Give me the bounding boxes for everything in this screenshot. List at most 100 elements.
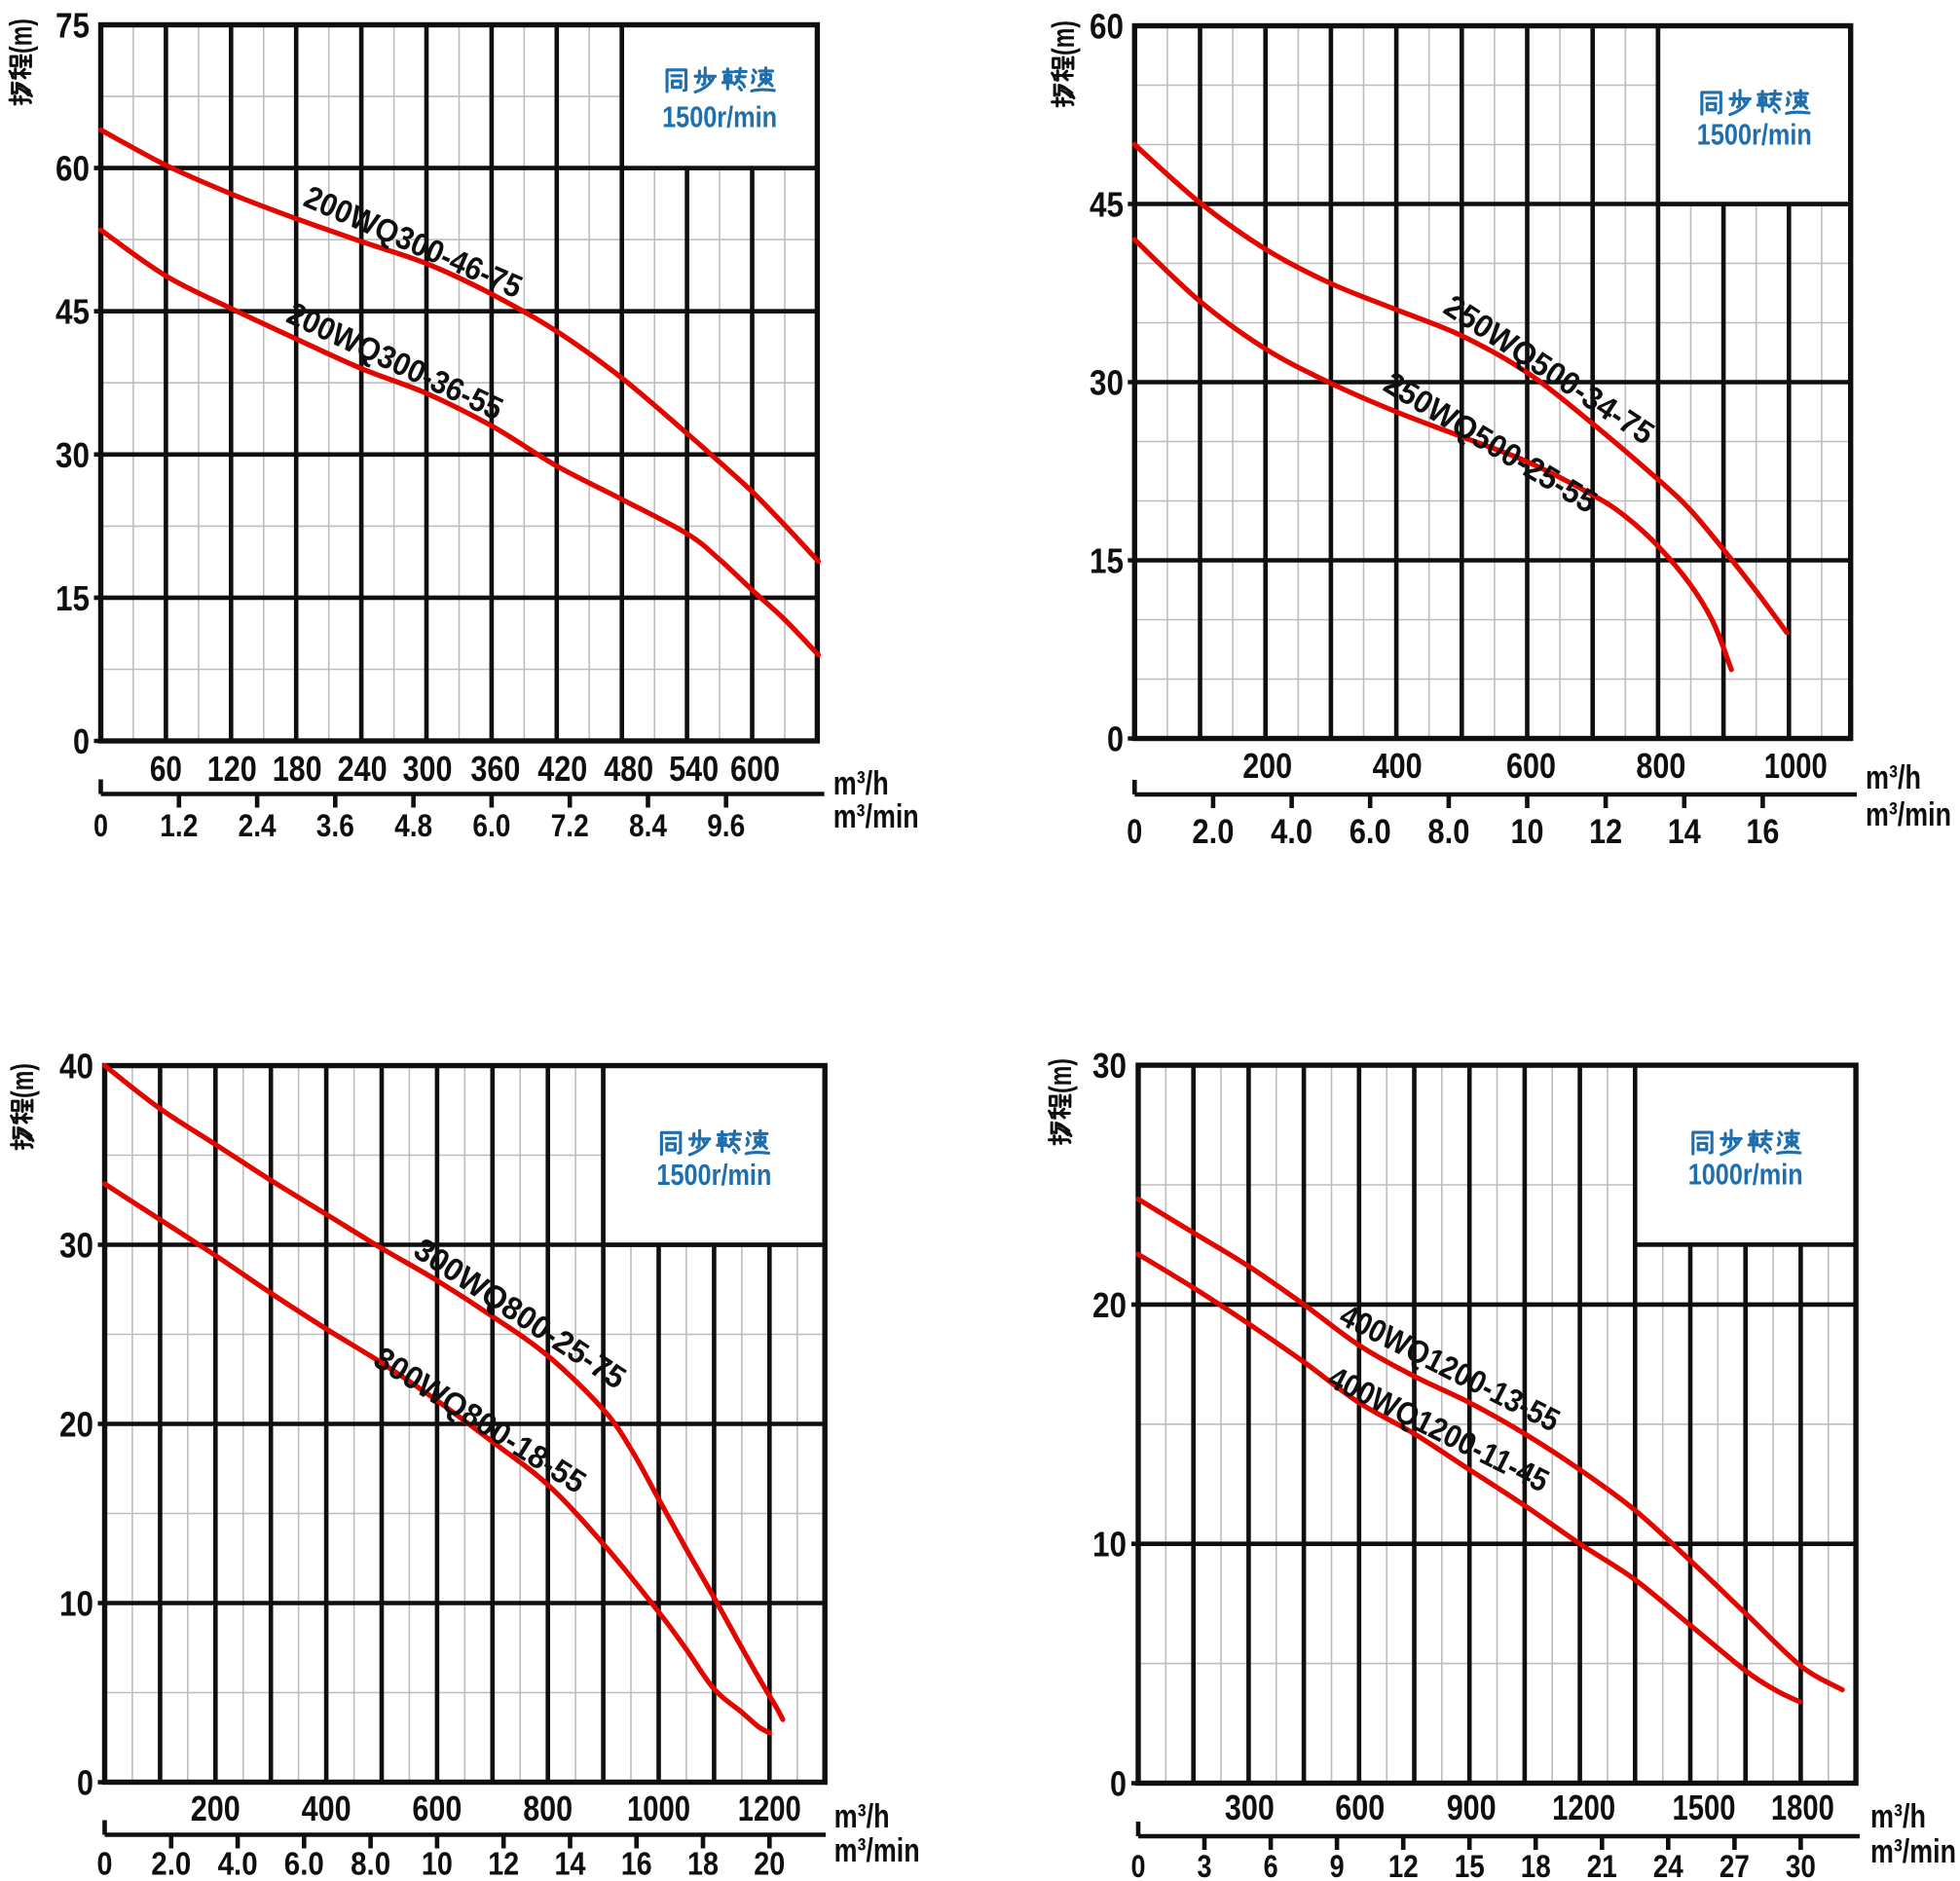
svg-text:20: 20 bbox=[1092, 1285, 1127, 1325]
svg-text:20: 20 bbox=[754, 1846, 785, 1881]
svg-text:30: 30 bbox=[59, 1226, 93, 1266]
svg-text:8.4: 8.4 bbox=[629, 808, 667, 843]
svg-text:6.0: 6.0 bbox=[472, 808, 510, 843]
svg-text:0: 0 bbox=[1110, 1764, 1127, 1804]
svg-text:8.0: 8.0 bbox=[351, 1846, 390, 1881]
svg-text:2.4: 2.4 bbox=[239, 808, 277, 843]
svg-text:60: 60 bbox=[1090, 7, 1124, 47]
svg-text:360: 360 bbox=[470, 749, 520, 789]
svg-text:400: 400 bbox=[1373, 746, 1423, 786]
svg-text:900: 900 bbox=[1447, 1788, 1497, 1827]
svg-text:480: 480 bbox=[604, 749, 653, 789]
svg-text:240: 240 bbox=[338, 749, 388, 789]
svg-text:60: 60 bbox=[55, 149, 90, 189]
svg-text:60: 60 bbox=[150, 749, 182, 789]
svg-text:(m): (m) bbox=[1043, 1058, 1078, 1093]
svg-text:540: 540 bbox=[669, 749, 719, 789]
svg-text:0: 0 bbox=[97, 1846, 113, 1881]
svg-text:600: 600 bbox=[412, 1789, 462, 1828]
svg-text:1800: 1800 bbox=[1771, 1788, 1834, 1827]
svg-text:45: 45 bbox=[55, 292, 90, 332]
svg-text:6.0: 6.0 bbox=[284, 1846, 324, 1881]
svg-text:18: 18 bbox=[687, 1846, 719, 1881]
svg-text:2.0: 2.0 bbox=[151, 1846, 191, 1881]
svg-text:300: 300 bbox=[403, 749, 453, 789]
svg-text:600: 600 bbox=[1335, 1788, 1385, 1827]
svg-text:21: 21 bbox=[1587, 1849, 1617, 1881]
svg-text:10: 10 bbox=[1511, 813, 1544, 851]
svg-text:10: 10 bbox=[422, 1846, 453, 1881]
svg-text:800: 800 bbox=[523, 1789, 573, 1828]
svg-text:30: 30 bbox=[1090, 363, 1124, 403]
svg-text:9.6: 9.6 bbox=[707, 808, 745, 843]
svg-text:75: 75 bbox=[55, 6, 90, 46]
svg-text:6: 6 bbox=[1264, 1849, 1278, 1881]
svg-text:600: 600 bbox=[730, 749, 780, 789]
svg-text:30: 30 bbox=[1786, 1849, 1816, 1881]
svg-text:12: 12 bbox=[1589, 813, 1622, 851]
svg-text:200: 200 bbox=[191, 1789, 240, 1828]
svg-text:4.0: 4.0 bbox=[218, 1846, 258, 1881]
svg-text:15: 15 bbox=[1455, 1849, 1485, 1881]
svg-text:16: 16 bbox=[621, 1846, 652, 1881]
svg-text:200: 200 bbox=[1242, 746, 1292, 786]
svg-text:1000: 1000 bbox=[1764, 746, 1828, 786]
svg-text:6.0: 6.0 bbox=[1350, 813, 1391, 851]
svg-text:0: 0 bbox=[1127, 813, 1142, 851]
svg-text:1.2: 1.2 bbox=[160, 808, 198, 843]
svg-text:m³/min: m³/min bbox=[833, 798, 919, 835]
svg-text:0: 0 bbox=[1131, 1849, 1146, 1881]
svg-text:4.8: 4.8 bbox=[394, 808, 432, 843]
svg-text:1000r/min: 1000r/min bbox=[1688, 1158, 1803, 1192]
svg-text:m³/min: m³/min bbox=[1870, 1833, 1956, 1870]
svg-text:24: 24 bbox=[1653, 1849, 1683, 1881]
svg-text:1500r/min: 1500r/min bbox=[656, 1158, 771, 1192]
svg-text:0: 0 bbox=[73, 721, 90, 761]
svg-text:12: 12 bbox=[1388, 1849, 1419, 1881]
svg-text:m³/h: m³/h bbox=[833, 765, 889, 802]
svg-text:0: 0 bbox=[1107, 719, 1124, 759]
svg-text:m³/h: m³/h bbox=[834, 1798, 890, 1835]
svg-text:600: 600 bbox=[1506, 746, 1556, 786]
svg-text:(m): (m) bbox=[1046, 20, 1081, 55]
svg-text:1500r/min: 1500r/min bbox=[1697, 117, 1812, 151]
svg-text:1200: 1200 bbox=[1552, 1788, 1615, 1827]
svg-text:15: 15 bbox=[55, 578, 90, 618]
svg-text:27: 27 bbox=[1720, 1849, 1750, 1881]
svg-text:4.0: 4.0 bbox=[1271, 813, 1313, 851]
svg-text:1500r/min: 1500r/min bbox=[662, 100, 777, 134]
svg-text:14: 14 bbox=[1668, 813, 1701, 851]
svg-text:7.2: 7.2 bbox=[551, 808, 589, 843]
svg-text:10: 10 bbox=[59, 1584, 93, 1624]
svg-text:14: 14 bbox=[555, 1846, 587, 1881]
svg-text:20: 20 bbox=[59, 1405, 93, 1445]
svg-text:(m): (m) bbox=[5, 1063, 40, 1098]
svg-text:0: 0 bbox=[77, 1763, 93, 1803]
svg-text:2.0: 2.0 bbox=[1192, 813, 1234, 851]
svg-text:m³/h: m³/h bbox=[1870, 1798, 1926, 1835]
svg-text:400: 400 bbox=[302, 1789, 351, 1828]
svg-text:30: 30 bbox=[55, 435, 90, 475]
svg-text:1200: 1200 bbox=[738, 1789, 801, 1828]
svg-text:0: 0 bbox=[93, 808, 108, 843]
svg-text:m³/h: m³/h bbox=[1866, 759, 1921, 796]
svg-text:120: 120 bbox=[207, 749, 257, 789]
svg-text:12: 12 bbox=[488, 1846, 519, 1881]
svg-text:m³/min: m³/min bbox=[834, 1832, 920, 1869]
svg-text:m³/min: m³/min bbox=[1866, 796, 1951, 833]
svg-text:(m): (m) bbox=[4, 18, 39, 54]
svg-text:180: 180 bbox=[273, 749, 322, 789]
svg-text:1500: 1500 bbox=[1673, 1788, 1736, 1827]
svg-text:30: 30 bbox=[1092, 1046, 1127, 1086]
svg-text:9: 9 bbox=[1330, 1849, 1345, 1881]
svg-text:15: 15 bbox=[1090, 541, 1124, 581]
svg-text:300: 300 bbox=[1225, 1788, 1275, 1827]
svg-text:8.0: 8.0 bbox=[1427, 813, 1469, 851]
svg-text:45: 45 bbox=[1090, 185, 1124, 225]
svg-text:10: 10 bbox=[1092, 1525, 1127, 1565]
svg-text:420: 420 bbox=[537, 749, 587, 789]
svg-text:40: 40 bbox=[59, 1047, 93, 1087]
svg-text:16: 16 bbox=[1746, 813, 1779, 851]
svg-text:18: 18 bbox=[1521, 1849, 1551, 1881]
svg-text:800: 800 bbox=[1636, 746, 1685, 786]
